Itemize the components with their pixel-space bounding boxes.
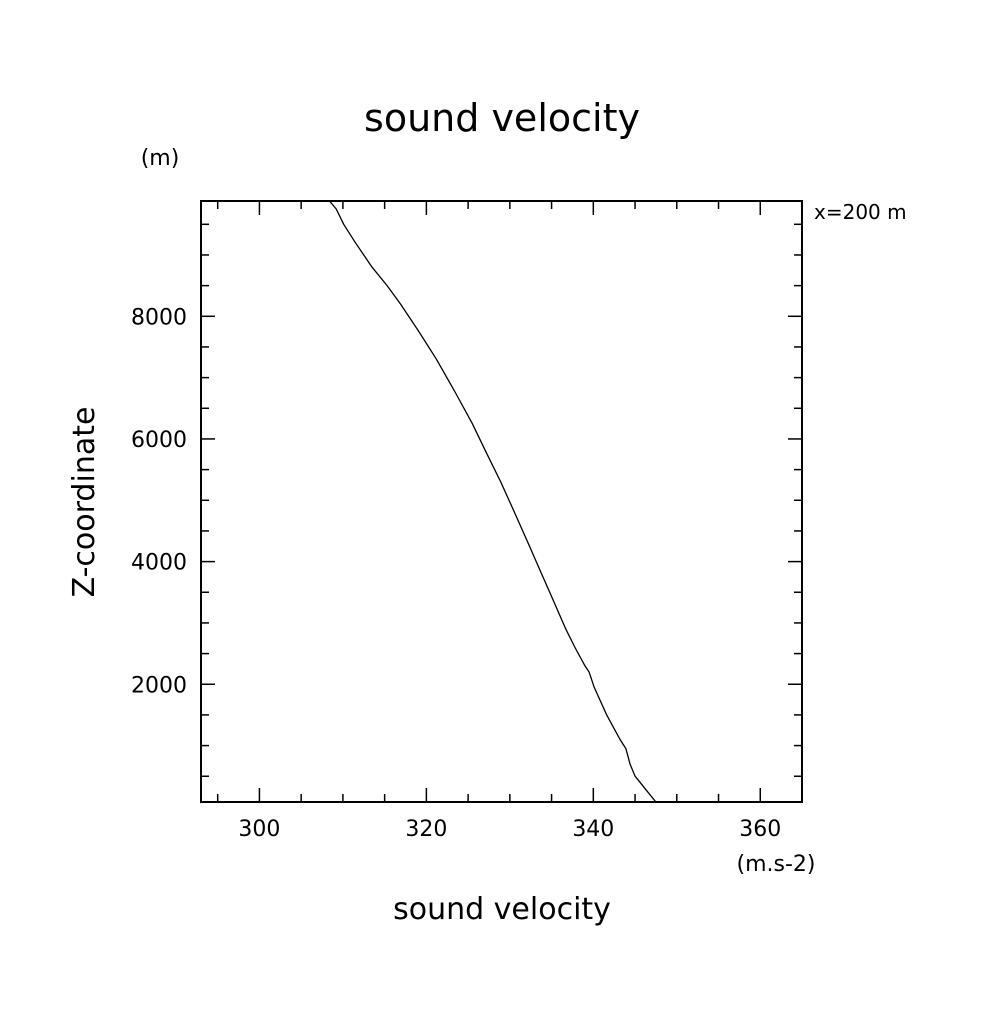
x-unit-label: (m.s-2): [737, 852, 816, 877]
y-tick-label: 4000: [131, 551, 187, 576]
series-group: [329, 200, 657, 803]
x-tick-label: 340: [572, 817, 614, 842]
y-axis-title: Z-coordinate: [67, 407, 102, 598]
y-tick-label: 6000: [131, 428, 187, 453]
tick-labels: 300 320 340 360 2000 4000 6000 8000: [131, 305, 781, 842]
chart-title: sound velocity: [364, 96, 640, 140]
plot-frame: [200, 200, 803, 803]
y-tick-label: 8000: [131, 305, 187, 330]
series-line: [329, 200, 657, 803]
x-tick-label: 360: [739, 817, 781, 842]
y-tick-label: 2000: [131, 673, 187, 698]
y-unit-label: (m): [141, 146, 180, 171]
x-axis-title: sound velocity: [393, 892, 611, 927]
axis-ticks: [201, 201, 803, 802]
x-tick-label: 320: [405, 817, 447, 842]
position-annotation: x=200 m: [814, 200, 907, 224]
x-tick-label: 300: [238, 817, 280, 842]
